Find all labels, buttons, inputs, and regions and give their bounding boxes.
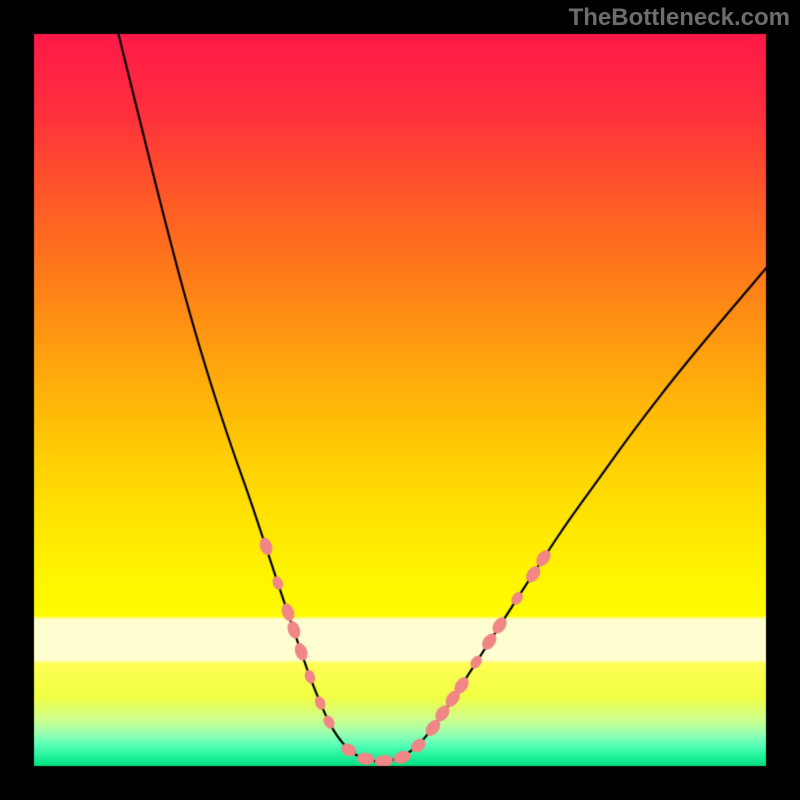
watermark-text: TheBottleneck.com [569,4,790,32]
chart-stage: TheBottleneck.com [0,0,800,800]
bottleneck-curve-chart [0,0,800,800]
